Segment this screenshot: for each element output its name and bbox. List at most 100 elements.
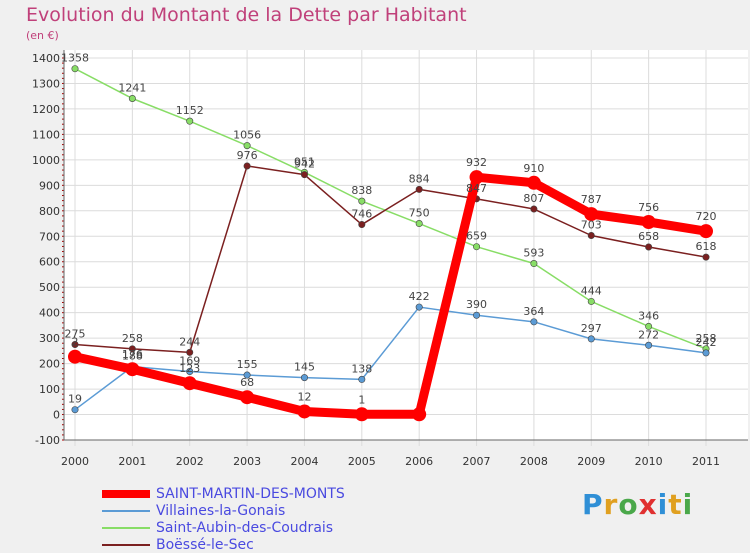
y-tick-label: 100 — [39, 383, 60, 396]
data-label: 19 — [68, 393, 82, 406]
data-label: 346 — [638, 309, 659, 322]
data-label: 2 — [72, 336, 79, 349]
plot-background — [64, 50, 748, 440]
data-point — [530, 318, 538, 326]
data-point — [358, 221, 366, 229]
x-tick-label: 2003 — [233, 455, 261, 468]
y-tick-label: 600 — [39, 256, 60, 269]
data-point — [415, 303, 423, 311]
data-label: 847 — [466, 182, 487, 195]
legend: SAINT-MARTIN-DES-MONTS Villaines-la-Gona… — [102, 485, 345, 553]
data-label: 720 — [696, 210, 717, 223]
y-tick-label: 1300 — [32, 77, 60, 90]
data-point — [645, 243, 653, 251]
data-point — [243, 371, 251, 379]
data-label: 188 — [122, 350, 143, 363]
data-label: 123 — [179, 362, 200, 375]
x-tick-label: 2000 — [61, 455, 89, 468]
y-tick-label: 1100 — [32, 128, 60, 141]
data-label: 138 — [351, 362, 372, 375]
data-point — [358, 375, 366, 383]
legend-swatch — [102, 526, 150, 529]
data-label: 658 — [638, 230, 659, 243]
data-point — [412, 407, 427, 422]
y-tick-label: 900 — [39, 179, 60, 192]
chart-title: Evolution du Montant de la Dette par Hab… — [26, 4, 467, 26]
x-tick-label: 2004 — [290, 455, 318, 468]
legend-item-saint-aubin: Saint-Aubin-des-Coudrais — [102, 519, 345, 536]
proxiti-logo: Proxiti — [582, 488, 693, 521]
data-point — [297, 404, 312, 419]
data-label: 145 — [294, 361, 315, 374]
data-point — [182, 376, 197, 391]
x-tick-label: 2001 — [118, 455, 146, 468]
data-label: 390 — [466, 298, 487, 311]
data-point — [68, 349, 82, 364]
series-line — [74, 67, 707, 350]
data-point — [473, 243, 481, 251]
data-label: 942 — [294, 158, 315, 171]
data-point — [587, 335, 595, 343]
data-point — [587, 232, 595, 240]
y-tick-label: 800 — [39, 205, 60, 218]
data-label: 932 — [466, 156, 487, 169]
x-tick-label: 2009 — [577, 455, 605, 468]
data-label: 176 — [122, 348, 143, 361]
data-point — [530, 205, 538, 213]
data-label: 884 — [409, 172, 430, 185]
data-point — [186, 117, 194, 125]
data-label: 258 — [122, 332, 143, 345]
series-line — [70, 172, 711, 419]
data-label: 155 — [237, 358, 258, 371]
y-tick-label: 1400 — [32, 52, 60, 65]
data-point — [645, 341, 653, 349]
data-label: 1056 — [233, 129, 261, 142]
y-tick-label: 1000 — [32, 154, 60, 167]
logo-letter: t — [668, 488, 683, 521]
data-point — [243, 142, 251, 150]
logo-letter: i — [682, 488, 694, 521]
y-tick-label: 500 — [39, 281, 60, 294]
series-line — [74, 165, 707, 354]
data-point — [71, 340, 79, 348]
legend-label: SAINT-MARTIN-DES-MONTS — [156, 485, 345, 502]
data-label: 703 — [581, 219, 602, 232]
data-label: 272 — [638, 328, 659, 341]
legend-item-villaines: Villaines-la-Gonais — [102, 502, 345, 519]
data-label: 910 — [523, 162, 544, 175]
data-label: 756 — [638, 201, 659, 214]
data-label: 444 — [581, 284, 602, 297]
data-point — [526, 175, 541, 190]
data-point — [473, 311, 481, 319]
data-point — [699, 224, 713, 239]
logo-letter: i — [657, 488, 669, 521]
data-point — [415, 220, 423, 228]
data-label: 807 — [523, 192, 544, 205]
series-line — [74, 306, 707, 411]
data-point — [71, 406, 79, 414]
legend-swatch — [102, 543, 150, 546]
data-label: 750 — [409, 207, 430, 220]
y-tick-label: 1200 — [32, 103, 60, 116]
data-point — [469, 170, 484, 185]
y-tick-label: 200 — [39, 358, 60, 371]
data-label: 422 — [409, 290, 430, 303]
y-tick-label: -100 — [35, 434, 60, 447]
data-label: 746 — [351, 208, 372, 221]
data-label: 258 — [696, 332, 717, 345]
data-label: 838 — [351, 184, 372, 197]
data-label: 244 — [179, 335, 200, 348]
data-label: 68 — [240, 376, 254, 389]
data-label: 1 — [358, 393, 365, 406]
data-label: 659 — [466, 230, 487, 243]
data-point — [186, 348, 194, 356]
grid — [64, 50, 748, 446]
legend-item-boesse: Boëssé-le-Sec — [102, 536, 345, 553]
data-point — [300, 171, 308, 179]
data-label: 1152 — [176, 104, 204, 117]
y-tick-label: 300 — [39, 332, 60, 345]
logo-letter: r — [603, 488, 619, 521]
legend-swatch — [102, 489, 150, 498]
